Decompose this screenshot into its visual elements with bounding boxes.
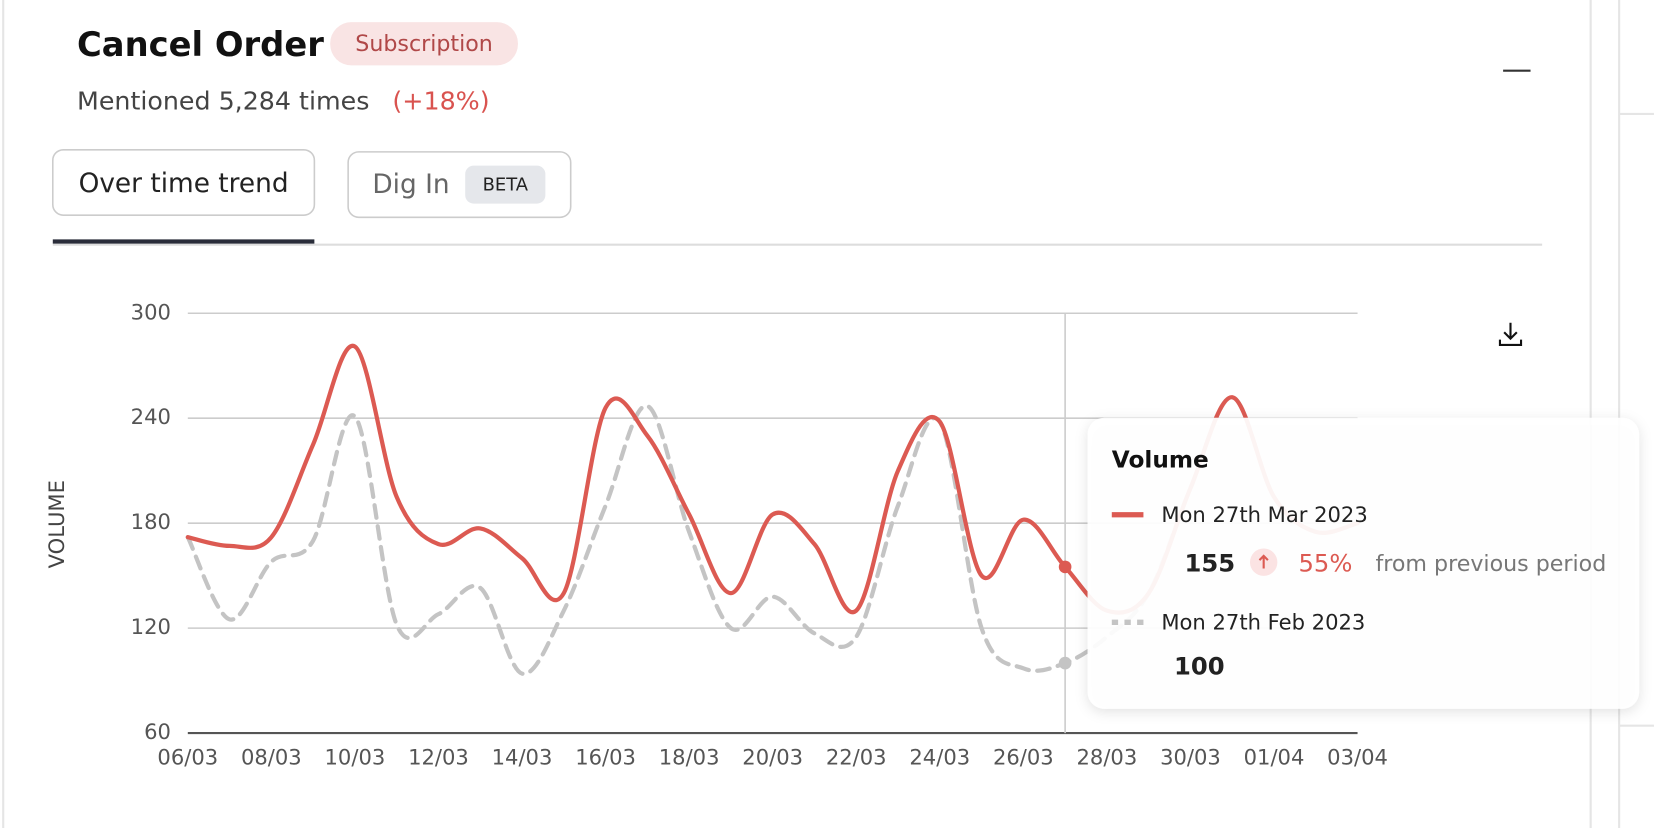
tooltip-date: Mon 27th Mar 2023 [1161,502,1367,527]
tooltip-value: 100 [1174,652,1225,681]
x-tick-label: 10/03 [325,744,386,769]
x-tick-label: 30/03 [1160,744,1221,769]
tooltip-note: from previous period [1375,551,1606,577]
x-tick-label: 24/03 [909,744,970,769]
x-tick-label: 08/03 [241,744,302,769]
x-tick-label: 16/03 [575,744,636,769]
y-tick-label: 300 [131,299,171,324]
tooltip-date: Mon 27th Feb 2023 [1161,609,1365,634]
x-tick-label: 18/03 [659,744,720,769]
title: Cancel Order [77,25,324,64]
x-tick-label: 14/03 [492,744,553,769]
x-tick-label: 20/03 [742,744,803,769]
y-tick-label: 240 [131,404,171,429]
mentions: Mentioned 5,284 times [77,86,369,115]
download-button[interactable] [1498,322,1523,346]
tooltip-box [1087,417,1640,709]
y-tick-label: 120 [131,614,171,639]
tag: Subscription [355,31,493,57]
x-tick-label: 22/03 [826,744,887,769]
tooltip-value: 155 [1185,548,1236,577]
y-tick-label: 60 [144,719,171,744]
x-tick-label: 01/04 [1244,744,1305,769]
x-tick-label: 06/03 [157,744,218,769]
x-tick-label: 26/03 [993,744,1054,769]
tab-label[interactable]: Dig In [372,170,449,200]
hover-point [1058,560,1072,574]
y-axis-label: VOLUME [44,480,69,568]
up-arrow [1258,554,1269,569]
tag-pill [330,22,518,66]
badge [465,165,546,204]
tooltip: Volume Mon 27th Mar 2023 155 55% from pr… [1087,417,1640,709]
y-tick-label: 180 [131,509,171,534]
series-line [185,395,1360,676]
hover-point [1058,656,1072,670]
x-tick-label: 12/03 [408,744,469,769]
x-tick-label: 03/04 [1327,744,1388,769]
tab[interactable] [52,148,316,216]
tooltip-change: 55% [1298,548,1352,577]
change: (+18%) [392,86,489,115]
x-tick-label: 28/03 [1077,744,1138,769]
badge-label: BETA [483,175,529,196]
tab-label[interactable]: Over time trend [79,169,289,199]
tooltip-title: Volume [1112,446,1209,473]
